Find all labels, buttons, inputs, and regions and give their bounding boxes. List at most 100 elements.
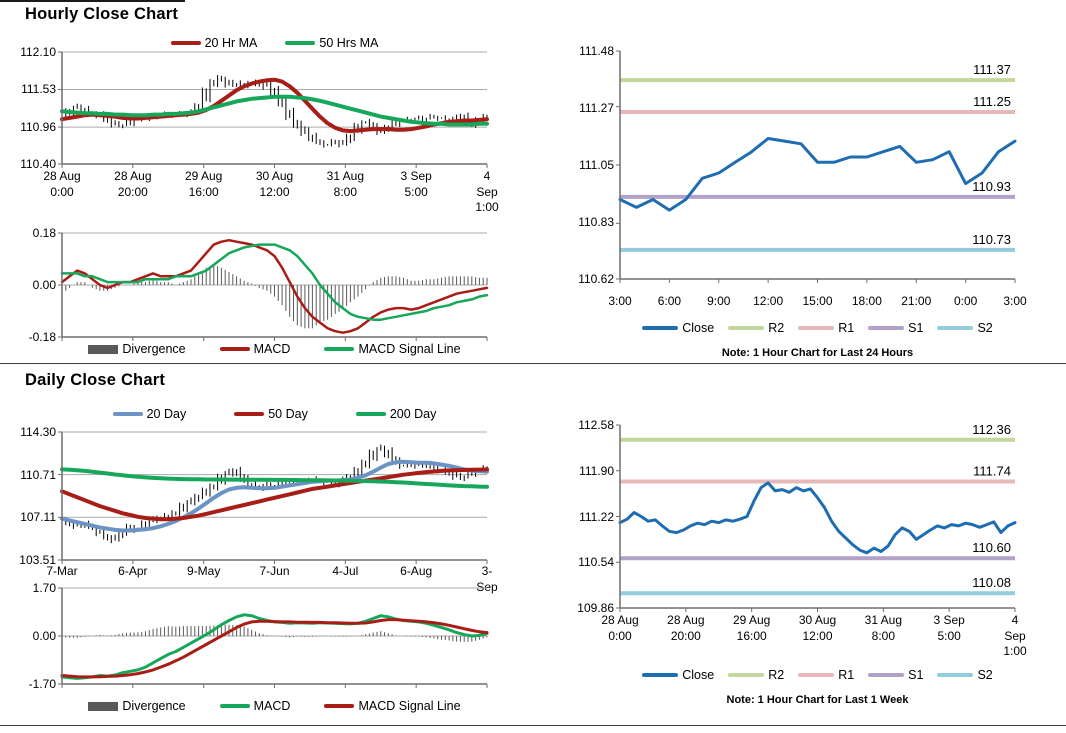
- r1-level-label: 111.74: [973, 464, 1011, 479]
- tick-label: 114.30: [20, 425, 56, 439]
- legend-item: MACD: [219, 342, 290, 356]
- hourly-macd-y-axis: 0.18 0.00 -0.18: [0, 226, 56, 344]
- close-24h-note: Note: 1 Hour Chart for Last 24 Hours: [721, 347, 914, 359]
- line-swatch-icon: [728, 673, 765, 677]
- tick-label: 110.54: [578, 555, 614, 570]
- tick-label: 110.62: [578, 272, 614, 286]
- divergence-bars: [61, 264, 488, 329]
- tick-label: 111.05: [579, 158, 614, 172]
- line-swatch-icon: [170, 40, 201, 46]
- daily-price-plot: [58, 431, 489, 564]
- tick-label: 28 Aug 20:00: [667, 613, 705, 643]
- legend-label: Divergence: [122, 699, 186, 713]
- line-swatch-icon: [219, 703, 250, 709]
- 20-hr-ma-line: [60, 77, 489, 134]
- s1-level-label: 110.93: [972, 179, 1011, 194]
- axes: [58, 431, 488, 564]
- hourly-price-legend: 20 Hr MA 50 Hrs MA: [62, 36, 487, 50]
- axes: [616, 50, 1016, 283]
- legend-item: S1: [868, 321, 923, 335]
- tick-label: 111.90: [579, 463, 614, 478]
- 20-day-line: [60, 459, 489, 533]
- tick-label: 28 Aug 0:00: [43, 169, 81, 199]
- legend-item: R2: [728, 321, 784, 335]
- tick-label: 1.70: [32, 581, 56, 595]
- tick-label: 3 Sep 5:00: [400, 169, 432, 199]
- tick-label: 28 Aug 0:00: [601, 613, 639, 643]
- legend-label: R2: [768, 321, 785, 335]
- tick-label: 3:00: [1003, 294, 1027, 308]
- tick-label: 9-May: [186, 564, 221, 578]
- tick-label: 7-Jun: [259, 564, 290, 578]
- close-week-legend: Close R2 R1 S1 S2: [620, 668, 1015, 682]
- close-24h-x-axis: 3:00 6:00 9:00 12:00 15:00 18:00 21:00 0:00 3:00: [608, 294, 1026, 310]
- tick-label: 110.96: [20, 119, 56, 134]
- tick-label: 110.40: [20, 157, 56, 171]
- legend-item: R2: [728, 668, 784, 682]
- tick-label: 103.51: [19, 553, 56, 567]
- daily-price-legend: 20 Day 50 Day 200 Day: [62, 407, 487, 421]
- tick-label: 0.18: [32, 226, 56, 240]
- legend-item: S1: [868, 668, 923, 682]
- tick-label: 4 Sep 1:00: [475, 169, 499, 215]
- tick-label: 6:00: [657, 294, 682, 308]
- legend-label: MACD: [253, 699, 291, 713]
- daily-section-title: Daily Close Chart: [25, 371, 166, 389]
- tick-label: 12:00: [753, 294, 784, 308]
- legend-label: S1: [908, 321, 924, 335]
- macd-signal-line-line: [60, 243, 489, 321]
- legend-item: 20 Day: [112, 407, 186, 421]
- line-swatch-icon: [219, 346, 250, 352]
- hourly-macd-legend: Divergence MACD MACD Signal Line: [62, 342, 487, 356]
- 50-hrs-ma-line: [60, 94, 489, 127]
- tick-label: 107.11: [20, 510, 56, 525]
- tick-label: 3-Sep: [476, 564, 498, 594]
- legend-label: R2: [768, 668, 785, 682]
- line-swatch-icon: [728, 326, 765, 330]
- r2-level-label: 112.36: [972, 422, 1011, 437]
- legend-label: R1: [838, 668, 855, 682]
- legend-item: Divergence: [88, 342, 186, 356]
- legend-item: S2: [937, 668, 993, 682]
- tick-label: 109.86: [577, 601, 614, 615]
- tick-label: 15:00: [802, 294, 833, 308]
- tick-label: 21:00: [901, 294, 932, 308]
- tick-label: 3:00: [608, 294, 632, 308]
- tick-label: 6-Apr: [118, 564, 148, 578]
- s2-level-label: 110.73: [972, 232, 1011, 247]
- line-swatch-icon: [868, 673, 905, 677]
- daily-macd-legend: Divergence MACD MACD Signal Line: [62, 699, 487, 713]
- bar-swatch-icon: [88, 344, 119, 354]
- tick-label: 31 Aug 8:00: [864, 613, 903, 643]
- line-swatch-icon: [355, 411, 386, 417]
- legend-label: 50 Hrs MA: [319, 36, 379, 50]
- axes: [616, 424, 1016, 612]
- r1-level-label: 111.25: [973, 94, 1011, 109]
- close-week-note: Note: 1 Hour Chart for Last 1 Week: [726, 694, 909, 706]
- tick-label: 30 Aug 12:00: [798, 613, 837, 643]
- top-border-line: [0, 0, 185, 2]
- legend-item: Close: [642, 668, 714, 682]
- tick-label: 0.00: [32, 278, 56, 292]
- tick-label: 31 Aug 8:00: [326, 169, 365, 199]
- line-swatch-icon: [798, 673, 835, 677]
- tick-label: 30 Aug 12:00: [255, 169, 294, 199]
- legend-item: 50 Hrs MA: [285, 36, 378, 50]
- legend-item: S2: [937, 321, 993, 335]
- axes: [58, 587, 488, 688]
- tick-label: 0:00: [953, 294, 978, 308]
- close-line: [618, 137, 1017, 212]
- line-swatch-icon: [234, 411, 265, 417]
- hourly-section-title: Hourly Close Chart: [25, 5, 179, 23]
- close-24h-plot: 111.37 111.25 110.93 110.73: [616, 50, 1017, 283]
- legend-label: 50 Day: [268, 407, 308, 421]
- close-candles: [61, 75, 488, 148]
- tick-label: 112.10: [20, 45, 56, 59]
- close-24h-y-axis: 111.48 111.27 111.05 110.83 110.62: [540, 44, 614, 286]
- legend-label: 200 Day: [389, 407, 437, 421]
- tick-label: 6-Aug: [400, 564, 433, 578]
- 200-day-line: [60, 467, 489, 489]
- gridlines: [62, 51, 487, 165]
- line-swatch-icon: [642, 326, 679, 330]
